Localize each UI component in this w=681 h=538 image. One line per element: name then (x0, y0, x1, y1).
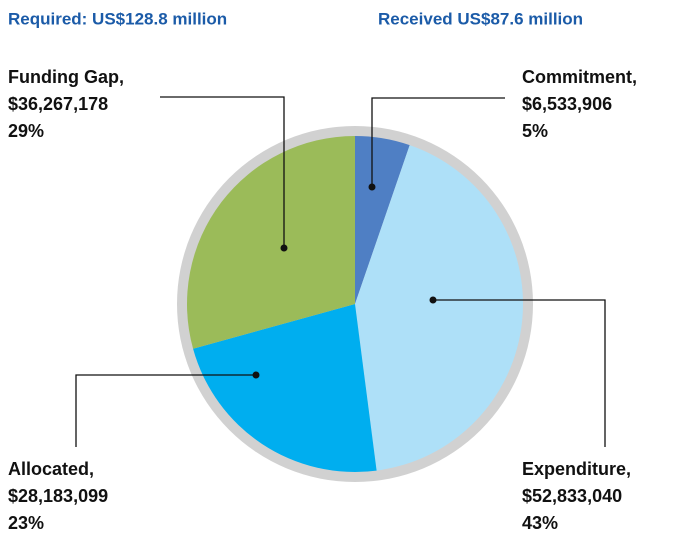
value-label: $52,833,040 (522, 486, 622, 506)
slice-label: Commitment, (522, 67, 637, 87)
pie-slice (193, 304, 377, 473)
leader-dot (252, 371, 260, 379)
leader-dot (280, 244, 288, 252)
percent-label: 43% (522, 513, 558, 533)
slice-label: Expenditure, (522, 459, 631, 479)
pie-slice (355, 136, 410, 304)
value-label: $28,183,099 (8, 486, 108, 506)
leader-line (433, 299, 606, 447)
percent-label: 23% (8, 513, 44, 533)
value-label: $6,533,906 (522, 94, 612, 114)
subtitle: Required: US$128.8 million (8, 9, 227, 28)
slice-label: Allocated, (8, 459, 94, 479)
leader-dot (368, 183, 376, 191)
leader-dot (429, 296, 437, 304)
percent-label: 29% (8, 121, 44, 141)
pie-slice (355, 145, 523, 471)
slice-label: Funding Gap, (8, 67, 124, 87)
subtitle: Received US$87.6 million (378, 9, 583, 28)
leader-line (160, 96, 285, 248)
leader-line (75, 374, 256, 447)
leader-line (371, 97, 505, 187)
percent-label: 5% (522, 121, 548, 141)
pie-slice (186, 136, 355, 349)
value-label: $36,267,178 (8, 94, 108, 114)
